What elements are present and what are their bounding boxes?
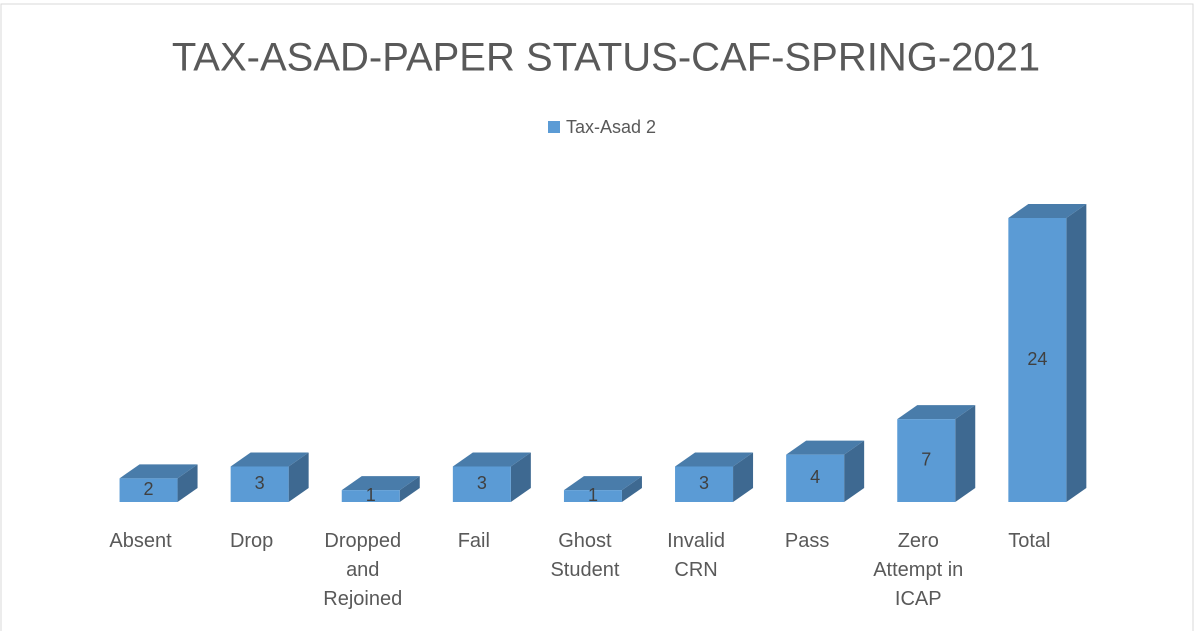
bar-front [452, 466, 511, 502]
bar-front [119, 478, 178, 502]
data-label: 3 [255, 473, 265, 493]
data-label: 3 [477, 473, 487, 493]
x-tick-label: Absent [109, 530, 172, 552]
data-label: 24 [1027, 349, 1047, 369]
data-label: 4 [810, 467, 820, 487]
bar [675, 452, 754, 502]
legend-label: Tax-Asad 2 [566, 117, 656, 137]
bar [563, 476, 642, 502]
bar-side [1066, 204, 1087, 502]
bar-front [341, 490, 400, 502]
bar-front [897, 419, 956, 502]
x-tick-label: Dropped and Rejoined [323, 530, 403, 610]
bar-front [1008, 218, 1067, 502]
chart-title: TAX-ASAD-PAPER STATUS-CAF-SPRING-2021 [172, 36, 1040, 80]
bar-top [1008, 204, 1087, 218]
bar [341, 476, 420, 502]
bar [452, 452, 531, 502]
bar [1008, 204, 1087, 502]
bar-front [230, 466, 289, 502]
x-tick-label: Drop [229, 530, 274, 552]
legend-swatch [548, 121, 560, 133]
x-tick-label: Ghost Student [550, 530, 620, 581]
bar [230, 452, 309, 502]
bar-top [897, 405, 976, 420]
data-label: 7 [921, 449, 931, 469]
bar-top [563, 476, 642, 491]
x-tick-label: Zero Attempt in ICAP [873, 530, 964, 610]
x-tick-label: Pass [784, 530, 830, 552]
x-tick-label: Total [1008, 530, 1051, 552]
bar-top [341, 476, 420, 491]
bar-side [844, 440, 865, 502]
bar-side [177, 464, 198, 502]
bar-side [288, 452, 309, 502]
bar-side [733, 452, 754, 502]
bar [786, 440, 865, 502]
data-label: 1 [366, 485, 376, 505]
bar-side [621, 476, 642, 502]
bar-front [786, 454, 845, 502]
bar [897, 405, 976, 502]
bar-top [675, 452, 754, 467]
chart-border [0, 3, 1194, 631]
bar-top [452, 452, 531, 467]
data-label: 1 [588, 485, 598, 505]
data-label: 3 [699, 473, 709, 493]
bar-front [563, 490, 622, 502]
data-label: 2 [144, 479, 154, 499]
bar-top [786, 440, 865, 455]
bar [119, 464, 198, 502]
x-tick-label: Fail [457, 530, 490, 552]
bar-side [955, 405, 976, 502]
x-tick-label: Invalid CRN [667, 530, 725, 581]
bar-top [230, 452, 309, 467]
bar-side [510, 452, 531, 502]
bar-side [399, 476, 420, 502]
bar-top [119, 464, 198, 479]
bar-front [675, 466, 734, 502]
